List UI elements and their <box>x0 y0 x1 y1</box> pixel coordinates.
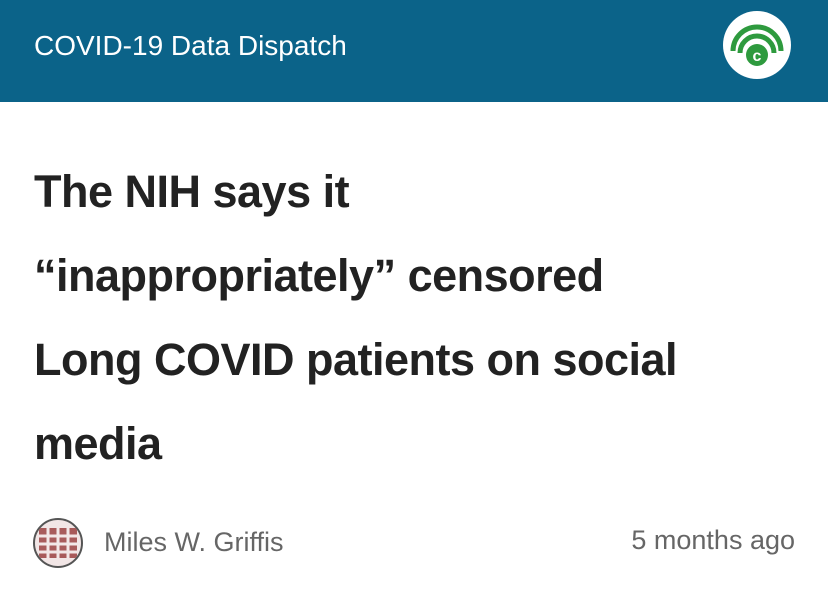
site-logo[interactable]: c <box>723 11 791 79</box>
header-bar: COVID-19 Data Dispatch c <box>0 0 828 102</box>
article-title[interactable]: The NIH says it “inappropriately” censore… <box>34 150 678 486</box>
title-line: media <box>34 418 162 469</box>
post-time: 5 months ago <box>631 525 795 555</box>
author-avatar <box>33 518 83 568</box>
title-line: “inappropriately” censored <box>34 250 604 301</box>
title-line: Long COVID patients on social <box>34 334 678 385</box>
svg-text:c: c <box>753 48 762 65</box>
author-name[interactable]: Miles W. Griffis <box>104 527 284 557</box>
site-title[interactable]: COVID-19 Data Dispatch <box>34 30 347 61</box>
title-line: The NIH says it <box>34 166 350 217</box>
